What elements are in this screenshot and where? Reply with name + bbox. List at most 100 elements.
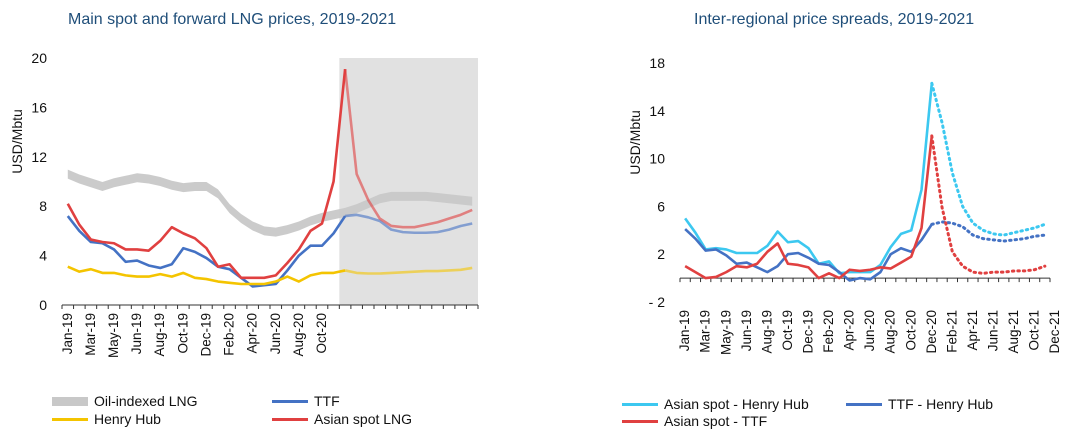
y-tick-label: 8 (39, 198, 47, 214)
x-tick-label: Jan-19 (677, 310, 692, 351)
series-line-asian-spot-ttf (684, 135, 934, 280)
x-tick-label: Aug-19 (759, 310, 774, 354)
y-tick-label: 14 (649, 103, 665, 119)
y-tick-label: 0 (39, 297, 47, 313)
y-tick-label: 16 (31, 99, 47, 115)
series-forward-henry-hub (344, 266, 473, 275)
x-tick-label: Jun-21 (406, 313, 421, 354)
y-tick-label: 18 (649, 55, 665, 71)
legend-swatch-ttf (272, 399, 308, 403)
legend-label-ttf-hh: TTF - Henry Hub (888, 396, 994, 412)
x-tick-label: Mar-19 (698, 310, 713, 353)
x-tick-label: Jun-20 (862, 310, 877, 351)
x-tick-label: Dec-21 (1047, 310, 1062, 354)
legend-swatch-asian-spot (272, 417, 308, 421)
legend-swatch-asian-hh (622, 402, 658, 406)
series-forward-ttf-henry-hub (930, 220, 1047, 243)
legend-label-asian-spot: Asian spot LNG (314, 411, 413, 427)
legend-item-asian-hh: Asian spot - Henry Hub (622, 396, 809, 412)
legend-label-henry-hub: Henry Hub (94, 411, 161, 427)
x-tick-label: Feb-21 (944, 310, 959, 353)
x-tick-label: Dec-21 (476, 313, 491, 357)
x-tick-label: Aug-20 (291, 313, 306, 357)
left-chart-panel: Main spot and forward LNG prices, 2019-2… (0, 0, 520, 445)
series-asian-spot-ttf (684, 134, 1047, 280)
legend-label-asian-ttf: Asian spot - TTF (664, 413, 768, 429)
y-tick-label: 4 (39, 248, 47, 264)
legend-item-oil-indexed: Oil-indexed LNG (52, 393, 198, 409)
series-band-oil-indexed-lng (67, 169, 473, 237)
x-tick-label: Jun-19 (129, 313, 144, 354)
series-oil-indexed-lng (67, 169, 473, 237)
x-tick-label: Dec-19 (198, 313, 213, 357)
y-tick-label: 10 (649, 151, 665, 167)
legend-label-asian-hh: Asian spot - Henry Hub (664, 396, 809, 412)
right-chart: - 2 2 6 10 14 18 USD/Mbtu Jan-19 Mar-19 May-19 Jun… (627, 55, 1062, 355)
series-forward-asian-spot-henry-hub (930, 81, 1047, 237)
y-tick-label: 20 (31, 50, 47, 66)
series-ttf-henry-hub (684, 220, 1047, 282)
legend-swatch-henry-hub (52, 417, 88, 421)
x-tick-label: Jun-21 (985, 310, 1000, 351)
x-tick-label: Apr-21 (965, 310, 980, 351)
x-tick-label: Dec-20 (924, 310, 939, 354)
x-tick-label: Aug-19 (152, 313, 167, 357)
left-chart: 0 4 8 12 16 20 USD/Mbtu Jan-19 Mar-19 May-19 Jun-1… (9, 50, 491, 358)
series-forward-ttf (344, 213, 473, 235)
legend-swatch-oil-indexed (52, 396, 88, 406)
x-tick-label: Feb-20 (821, 310, 836, 353)
series-line-ttf-henry-hub (684, 223, 933, 282)
x-tick-label: Dec-20 (337, 313, 352, 357)
legend-swatch-ttf-hh (846, 402, 882, 406)
x-tick-label: Oct-21 (1027, 310, 1042, 351)
x-tick-label: Oct-19 (175, 313, 190, 354)
y-tick-label: 12 (31, 149, 47, 165)
x-tick-label: Apr-20 (245, 313, 260, 354)
y-tick-label: 6 (657, 198, 665, 214)
y-axis-title: USD/Mbtu (9, 109, 25, 174)
legend-swatch-asian-ttf (622, 419, 658, 423)
series-asian-spot-lng (66, 68, 473, 280)
x-tick-label: Aug-21 (1006, 310, 1021, 354)
series-asian-spot-henry-hub (684, 81, 1047, 275)
x-tick-label: Jun-20 (268, 313, 283, 354)
legend-item-ttf: TTF (272, 393, 340, 409)
right-chart-panel: Inter-regional price spreads, 2019-2021 … (560, 0, 1080, 445)
y-tick-label: - 2 (649, 294, 666, 310)
x-tick-label: Jan-19 (60, 313, 75, 354)
x-tick-label: Oct-19 (780, 310, 795, 351)
x-tick-label: Feb-21 (360, 313, 375, 356)
legend-item-asian-ttf: Asian spot - TTF (622, 413, 767, 429)
series-henry-hub (67, 265, 473, 286)
x-tick-label: May-19 (718, 310, 733, 355)
legend-label-ttf: TTF (314, 393, 340, 409)
x-tick-label: Oct-20 (903, 310, 918, 351)
right-chart-title: Inter-regional price spreads, 2019-2021 (694, 11, 975, 28)
legend-item-henry-hub: Henry Hub (52, 411, 161, 427)
series-forward-asian-spot-lng (343, 68, 473, 229)
series-line-asian-spot-henry-hub (684, 83, 934, 275)
legend-label-oil-indexed: Oil-indexed LNG (94, 393, 198, 409)
forecast-shading (339, 58, 478, 305)
y-axis-title: USD/Mbtu (627, 110, 643, 175)
x-tick-label: May-19 (106, 313, 121, 358)
x-tick-label: Apr-20 (842, 310, 857, 351)
x-tick-label: Oct-21 (453, 313, 468, 354)
series-forward-asian-spot-ttf (930, 134, 1047, 275)
x-tick-label: Mar-19 (83, 313, 98, 356)
y-tick-label: 2 (657, 246, 665, 262)
x-tick-label: Oct-20 (314, 313, 329, 354)
x-tick-label: Aug-21 (430, 313, 445, 357)
series-line-henry-hub (67, 265, 346, 286)
x-tick-label: Aug-20 (883, 310, 898, 354)
x-tick-label: Dec-19 (800, 310, 815, 354)
series-line-asian-spot-lng (66, 68, 347, 280)
x-tick-label: Apr-21 (383, 313, 398, 354)
legend-item-asian-spot: Asian spot LNG (272, 411, 412, 427)
series-line-ttf (66, 215, 347, 288)
left-chart-title: Main spot and forward LNG prices, 2019-2… (68, 11, 397, 28)
series-ttf (66, 213, 473, 288)
x-tick-label: Jun-19 (739, 310, 754, 351)
x-tick-label: Feb-20 (222, 313, 237, 356)
legend-item-ttf-hh: TTF - Henry Hub (846, 396, 993, 412)
